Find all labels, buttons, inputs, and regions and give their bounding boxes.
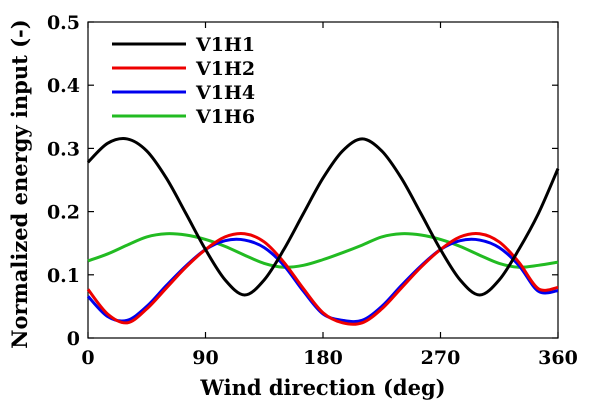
series-line-v1h4 — [86, 237, 559, 324]
legend-label-v1h6: V1H6 — [195, 106, 255, 128]
y-tick-label: 0 — [67, 328, 80, 350]
legend-label-v1h1: V1H1 — [195, 34, 255, 56]
y-tick-label: 0.3 — [47, 138, 80, 160]
x-axis-title: Wind direction (deg) — [199, 375, 445, 400]
series-line-v1h1 — [86, 137, 560, 297]
x-tick-label: 360 — [538, 347, 578, 369]
legend-label-v1h4: V1H4 — [195, 82, 255, 104]
legend-label-v1h2: V1H2 — [195, 58, 255, 80]
y-tick-label: 0.5 — [47, 12, 80, 34]
x-tick-label: 90 — [192, 347, 218, 369]
y-tick-label: 0.4 — [47, 75, 80, 97]
y-axis-title: Normalized energy input (-) — [7, 19, 32, 348]
x-tick-label: 180 — [303, 347, 343, 369]
x-tick-label: 270 — [421, 347, 461, 369]
series-line-v1h2 — [86, 231, 559, 326]
y-tick-label: 0.2 — [47, 202, 80, 224]
series-line-v1h6 — [87, 232, 559, 269]
y-tick-label: 0.1 — [47, 265, 80, 287]
x-tick-label: 0 — [81, 347, 94, 369]
